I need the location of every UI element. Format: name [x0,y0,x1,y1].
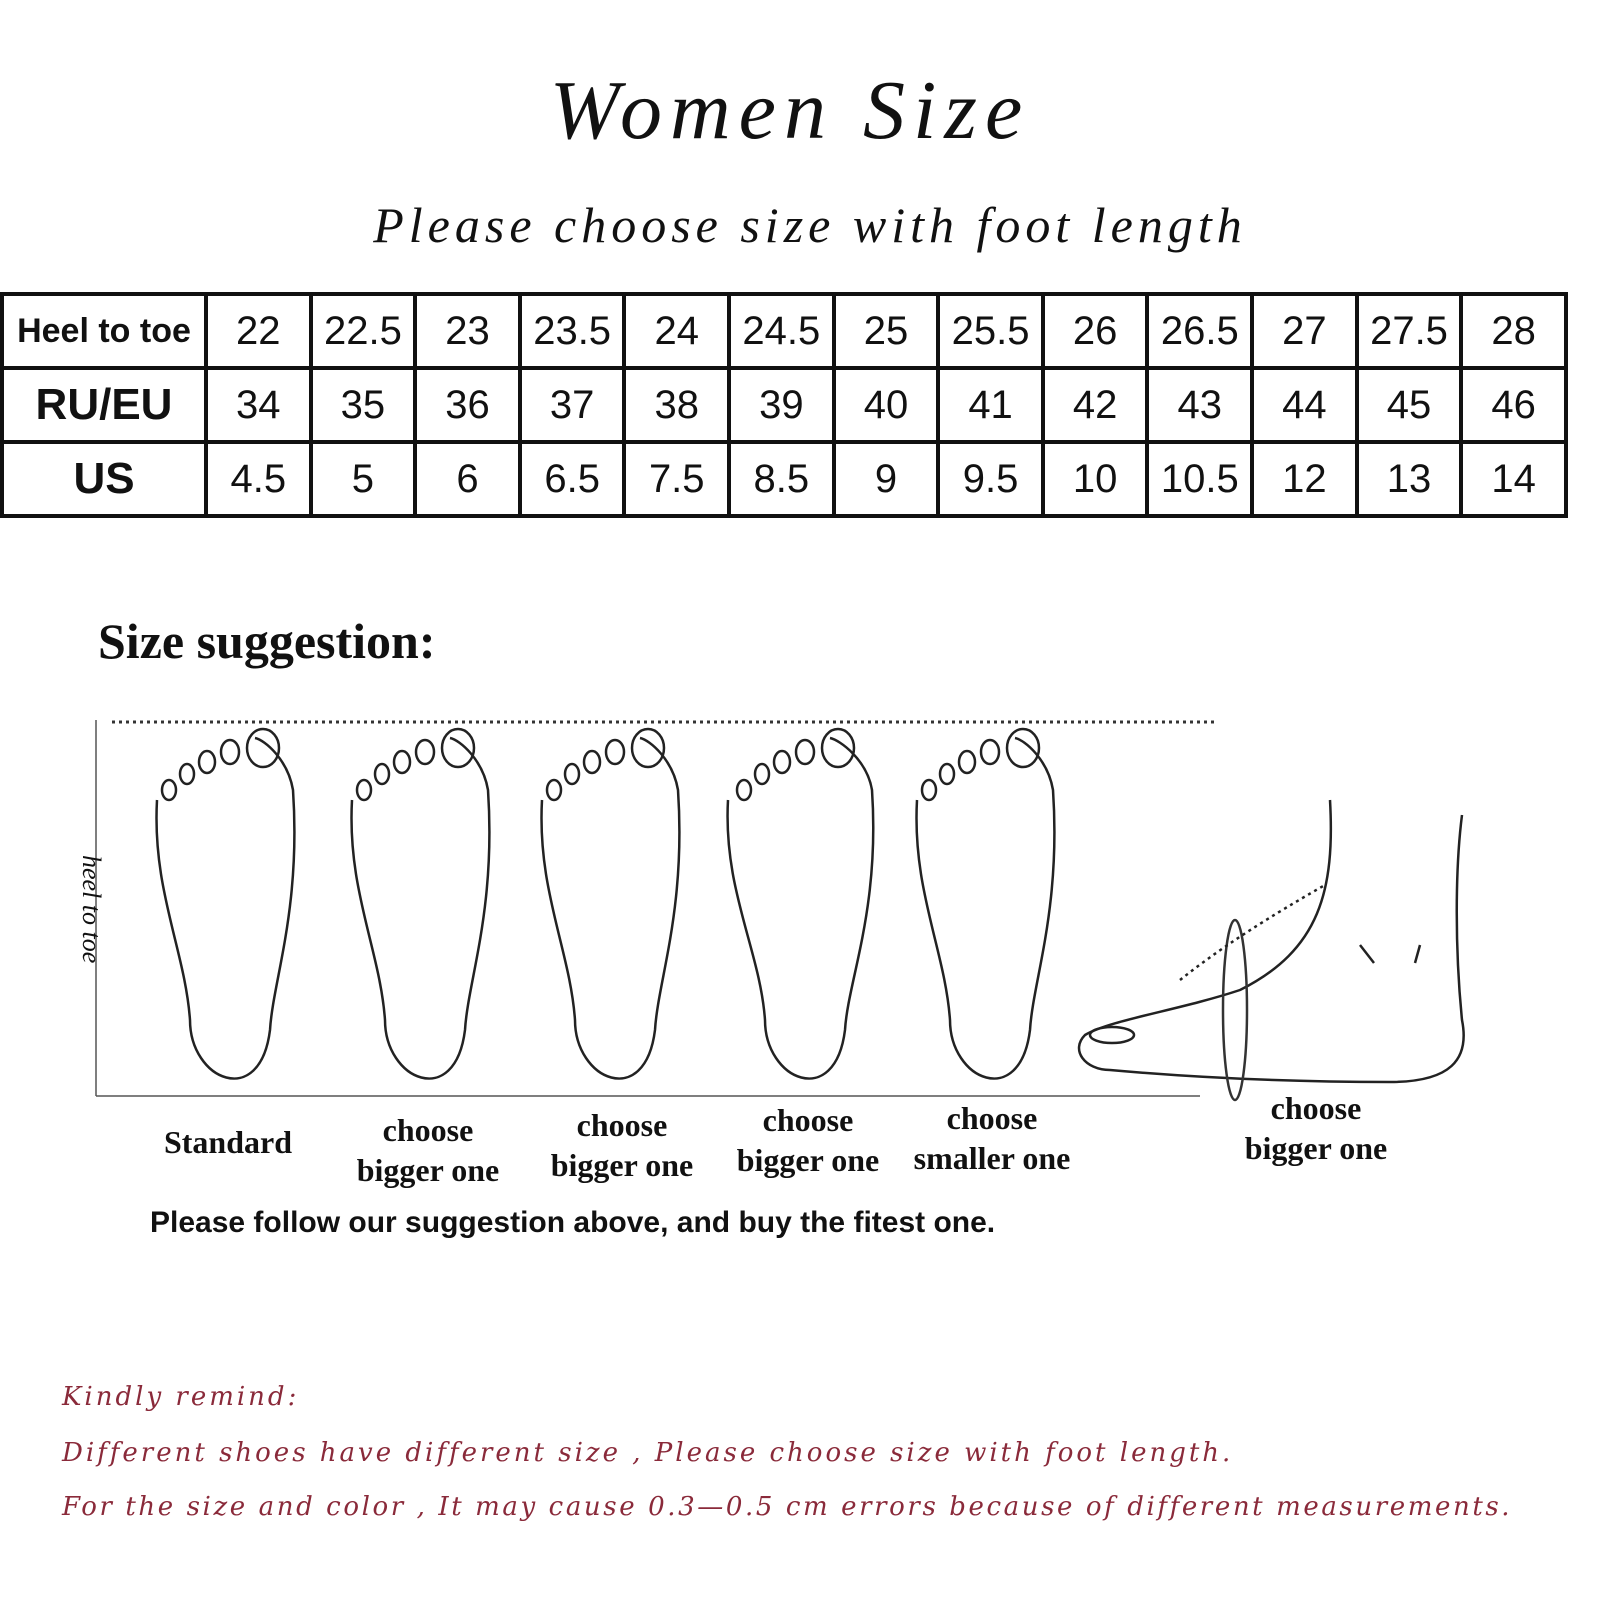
size-cell: 37 [517,366,627,444]
foot-caption: choose bigger one [1216,1088,1416,1168]
size-cell: 23 [413,292,522,370]
size-cell: 46 [1459,366,1568,444]
size-cell: 42 [1040,366,1150,444]
foot-caption: choose smaller one [892,1098,1092,1178]
caption-line2: bigger one [356,1152,500,1188]
size-cell: 7.5 [622,440,732,518]
caption-line1: choose [1270,1090,1362,1126]
size-cell: 10 [1040,440,1150,518]
foot-diagrams [95,720,1465,1102]
row-header: RU/EU [0,366,208,444]
size-cell: 35 [308,366,418,444]
footprint-icon [540,727,681,1080]
size-cell: 27 [1250,292,1359,370]
page-subtitle: Please choose size with foot length [373,197,1247,253]
size-cell: 6.5 [517,440,627,518]
size-cell: 12 [1250,440,1359,518]
foot-caption: choose bigger one [522,1105,722,1185]
size-cell: 24.5 [727,292,836,370]
size-cell: 26 [1040,292,1150,370]
footprint-icon [350,727,491,1080]
caption-line2: bigger one [736,1142,880,1178]
caption-line2: smaller one [913,1140,1071,1176]
caption-line1: choose [762,1102,854,1138]
footprint-icon [726,727,875,1080]
size-cell: 36 [413,366,522,444]
size-cell: 24 [622,292,732,370]
row-header: Heel to toe [0,292,208,370]
caption-line2: bigger one [1244,1130,1388,1166]
size-cell: 26.5 [1145,292,1255,370]
size-cell: 40 [831,366,941,444]
foot-caption: choose bigger one [708,1100,908,1180]
size-cell: 9.5 [936,440,1045,518]
size-cell: 38 [622,366,732,444]
size-cell: 28 [1459,292,1568,370]
size-cell: 5 [308,440,418,518]
size-cell: 44 [1250,366,1359,444]
size-cell: 22.5 [308,292,418,370]
row-header: US [0,440,208,518]
caption-line1: Standard [163,1124,293,1160]
reminder-heading: Kindly remind: [62,1382,300,1412]
size-cell: 45 [1354,366,1464,444]
size-cell: 14 [1459,440,1568,518]
follow-suggestion-text: Please follow our suggestion above, and … [150,1206,996,1239]
table-row-us: US 4.5 5 6 6.5 7.5 8.5 9 9.5 10 10.5 12 13 14 [0,440,1568,518]
size-cell: 25.5 [936,292,1045,370]
size-cell: 8.5 [727,440,836,518]
reminder-line-1: Different shoes have different size , Pl… [62,1438,1234,1468]
side-foot-icon [1077,799,1465,1102]
page-title: Women Size [549,64,1031,157]
size-cell: 34 [204,366,313,444]
table-row-heel-to-toe: Heel to toe 22 22.5 23 23.5 24 24.5 25 25.5 26 26.… [0,292,1568,370]
foot-caption: Standard [128,1122,328,1162]
size-cell: 27.5 [1354,292,1464,370]
caption-line1: choose [946,1100,1038,1136]
size-cell: 25 [831,292,941,370]
size-cell: 22 [204,292,313,370]
footprint-icon [155,727,296,1080]
size-cell: 43 [1145,366,1255,444]
size-cell: 9 [831,440,941,518]
size-cell: 23.5 [517,292,627,370]
size-cell: 39 [727,366,836,444]
footprint-icon [915,727,1056,1080]
size-cell: 13 [1354,440,1464,518]
caption-line1: choose [576,1107,668,1143]
caption-line1: choose [382,1112,474,1148]
table-row-ru-eu: RU/EU 34 35 36 37 38 39 40 41 42 43 44 45 46 [0,366,1568,444]
size-table: Heel to toe 22 22.5 23 23.5 24 24.5 25 25.5 26 26.… [0,292,1568,518]
caption-line2: bigger one [550,1147,694,1183]
reminder-line-2: For the size and color , It may cause 0.… [62,1492,1513,1522]
size-suggestion-heading: Size suggestion: [98,613,436,669]
size-cell: 41 [936,366,1045,444]
size-cell: 6 [413,440,522,518]
size-cell: 4.5 [204,440,313,518]
foot-caption: choose bigger one [328,1110,528,1190]
heel-to-toe-label: heel to toe [77,855,106,964]
size-cell: 10.5 [1145,440,1255,518]
